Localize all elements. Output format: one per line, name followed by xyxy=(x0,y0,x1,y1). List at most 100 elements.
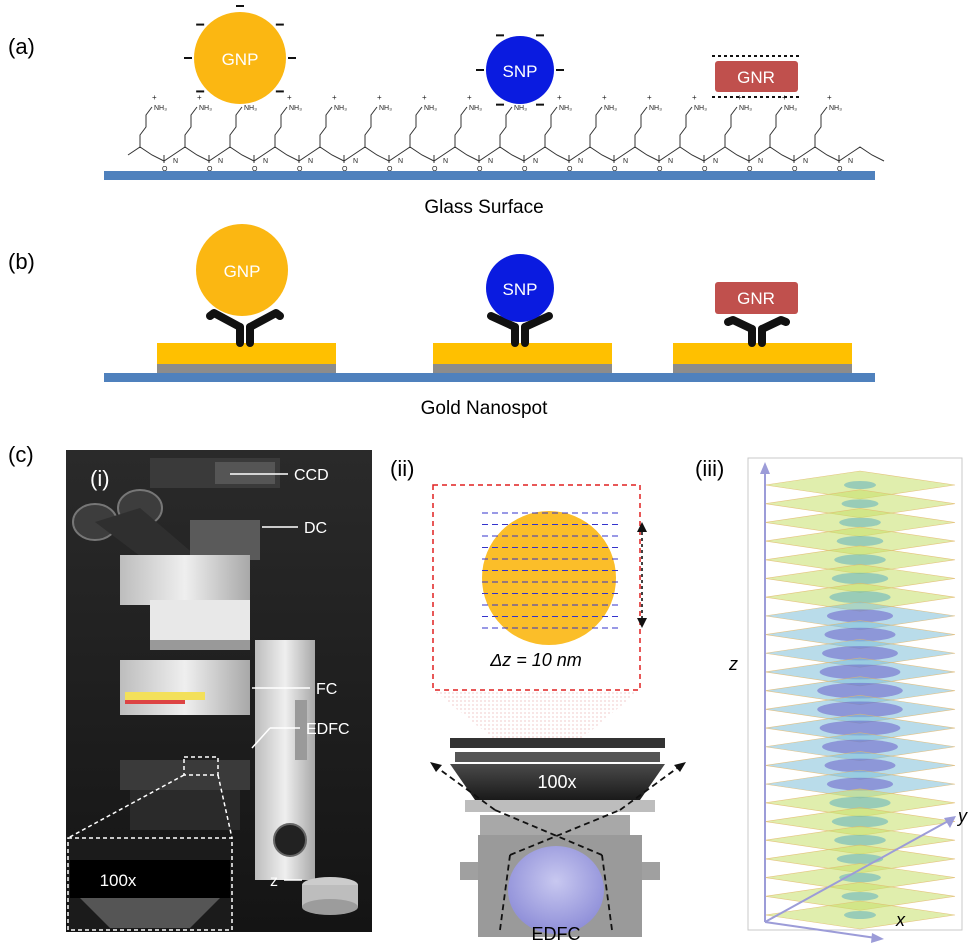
amine-label: NH₃ xyxy=(424,105,437,112)
carbonyl-o: O xyxy=(522,166,528,173)
amine-label: NH₃ xyxy=(784,105,797,112)
antibody-1 xyxy=(206,309,284,347)
dz-label: Δz = 10 nm xyxy=(489,650,582,670)
panel-a: (a) NH₃+ONNH₃+ONNH₃+ONNH₃+ONNH₃+ONNH₃+ON… xyxy=(8,5,885,218)
snp-particle-a: SNP xyxy=(476,34,564,106)
amine-label: NH₃ xyxy=(154,105,167,112)
carbonyl-o: O xyxy=(387,166,393,173)
y-axis xyxy=(764,819,951,923)
amine-label: NH₃ xyxy=(334,105,347,112)
z-axis-head xyxy=(760,462,770,474)
particle-intensity-core xyxy=(831,572,889,585)
particle-intensity-core xyxy=(817,682,903,699)
lysine-residue: NH₃+ON xyxy=(409,93,448,173)
panel-b-label: (b) xyxy=(8,249,35,274)
callout-fc-text: FC xyxy=(316,681,337,698)
peptide-backbone xyxy=(127,146,885,162)
lysine-residue: NH₃+ON xyxy=(364,93,403,173)
lysine-residue: NH₃+ON xyxy=(589,93,628,173)
callout-ccd-text: CCD xyxy=(294,467,329,484)
panel-c-label: (c) xyxy=(8,442,34,467)
amide-n: N xyxy=(848,158,853,165)
panel-c-ii: (ii) Δz = 10 nm 100x xyxy=(390,456,686,944)
gnr-particle-a: GNR xyxy=(712,55,800,98)
gold-nanospot-caption: Gold Nanospot xyxy=(421,398,548,419)
particle-intensity-core xyxy=(839,517,881,528)
particle-intensity-core xyxy=(829,796,891,809)
objective-lens: 100x xyxy=(450,738,665,800)
amide-n: N xyxy=(623,158,628,165)
z-axis-label: z xyxy=(728,654,738,674)
carbonyl-o: O xyxy=(162,166,168,173)
polylysine-chain: NH₃+ONNH₃+ONNH₃+ONNH₃+ONNH₃+ONNH₃+ONNH₃+… xyxy=(127,93,885,173)
microscope-photo: 100x (i) xyxy=(66,450,372,932)
sub-iii-label: (iii) xyxy=(695,456,724,481)
amine-charge: + xyxy=(737,93,742,102)
amide-n: N xyxy=(398,158,403,165)
amine-charge: + xyxy=(332,93,337,102)
lysine-residue: NH₃+ON xyxy=(679,93,718,173)
x-axis-head xyxy=(871,933,884,943)
amide-n: N xyxy=(668,158,673,165)
specimen-slide xyxy=(465,800,655,812)
panel-a-label: (a) xyxy=(8,34,35,59)
particle-intensity-core xyxy=(819,664,901,680)
carbonyl-o: O xyxy=(477,166,483,173)
gold-nanospot-1 xyxy=(157,343,336,373)
amide-n: N xyxy=(533,158,538,165)
z-arrow-down-head xyxy=(637,618,647,628)
objective-100x-label: 100x xyxy=(537,772,576,792)
particle-intensity-core xyxy=(836,536,884,547)
particle-intensity-core xyxy=(831,815,889,828)
sub-ii-label: (ii) xyxy=(390,456,414,481)
amine-charge: + xyxy=(467,93,472,102)
z-arrow-up-head xyxy=(637,522,647,532)
panel-c-iii: (iii) z y x xyxy=(695,456,968,943)
snp-surface-charges xyxy=(476,34,564,106)
lysine-residue: NH₃+ON xyxy=(229,93,268,173)
lysine-residue: NH₃+ON xyxy=(769,93,808,173)
x-axis xyxy=(764,921,877,939)
carbonyl-o: O xyxy=(702,166,708,173)
gold-nanospot-3 xyxy=(673,343,852,373)
gnr-label-a: GNR xyxy=(737,68,775,87)
amine-charge: + xyxy=(692,93,697,102)
glass-surface-bar xyxy=(104,171,875,180)
particle-intensity-core xyxy=(819,720,901,736)
callout-edfc-text: EDFC xyxy=(306,721,350,738)
amine-charge: + xyxy=(557,93,562,102)
lysine-residue: NH₃+ON xyxy=(724,93,763,173)
amine-label: NH₃ xyxy=(649,105,662,112)
particle-intensity-core xyxy=(834,554,886,566)
focal-slices xyxy=(482,512,622,629)
carbonyl-o: O xyxy=(837,166,843,173)
amine-charge: + xyxy=(287,93,292,102)
lysine-residue: NH₃+ON xyxy=(319,93,358,173)
particle-intensity-core xyxy=(836,853,884,864)
dark-field-rays xyxy=(434,765,681,931)
edfc-label: EDFC xyxy=(532,924,581,944)
ray-head-left xyxy=(430,762,442,772)
lysine-residue: NH₃+ON xyxy=(184,93,223,173)
gold-nanospot-2 xyxy=(433,343,612,373)
snp-label-b: SNP xyxy=(503,280,538,299)
gnp-surface-charges xyxy=(184,5,296,93)
particle-intensity-core xyxy=(826,609,894,623)
lysine-residue: NH₃+ON xyxy=(814,93,853,173)
sub-i-label: (i) xyxy=(90,466,110,491)
ray-head-right xyxy=(674,762,686,772)
particle-intensity-core xyxy=(834,834,886,846)
lysine-residue: NH₃+ON xyxy=(499,93,538,173)
particle-intensity-core xyxy=(841,891,879,901)
particle-intensity-core xyxy=(844,911,876,919)
carbonyl-o: O xyxy=(657,166,663,173)
amine-label: NH₃ xyxy=(244,105,257,112)
gnr-particle-b: GNR xyxy=(715,282,798,314)
amide-n: N xyxy=(218,158,223,165)
carbonyl-o: O xyxy=(747,166,753,173)
amine-label: NH₃ xyxy=(469,105,482,112)
amine-label: NH₃ xyxy=(604,105,617,112)
particle-intensity-core xyxy=(826,777,894,791)
antibody-2 xyxy=(487,312,553,347)
zoomed-gnp xyxy=(482,511,616,645)
